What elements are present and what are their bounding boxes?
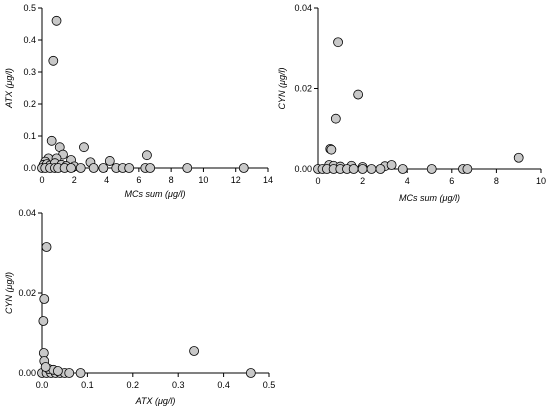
data-point (353, 89, 364, 100)
y-tick-label: 0.0 (23, 163, 36, 173)
x-tick-label: 0.1 (81, 380, 94, 390)
y-tick-label: 0.5 (23, 3, 36, 13)
data-point (40, 362, 51, 372)
data-point (426, 164, 437, 174)
data-point (51, 15, 62, 26)
x-tick-label: 14 (263, 175, 273, 185)
x-tick-label: 10 (198, 175, 208, 185)
x-axis-title: MCs sum (μg/l) (125, 189, 186, 199)
x-tick-label: 0 (39, 175, 44, 185)
y-tick-label: 0.04 (18, 208, 36, 218)
x-tick-label: 6 (136, 175, 141, 185)
data-point (48, 55, 59, 66)
data-point (189, 346, 199, 356)
y-axis-title: CYN (μg/l) (4, 272, 14, 314)
x-axis-title: MCs sum (μg/l) (399, 193, 460, 203)
scatter-panel-1: 0 2 4 6 8 10 12 14 0.0 0.1 0.2 0.3 0.4 0.5 MCs sum (μg… (4, 3, 273, 199)
y-tick-label: 0.3 (23, 67, 36, 77)
data-point (124, 163, 135, 173)
data-point (366, 164, 377, 174)
y-tick-label: 0.00 (294, 164, 312, 174)
data-point (66, 163, 76, 173)
y-tick-label: 0.02 (18, 288, 36, 298)
data-point (64, 368, 75, 378)
y-tick-label: 0.1 (23, 131, 36, 141)
data-point (375, 164, 386, 174)
data-point (238, 163, 249, 173)
x-tick-label: 0.5 (263, 380, 276, 390)
data-point (52, 366, 63, 376)
data-point (88, 163, 99, 173)
x-tick-label: 10 (536, 176, 546, 186)
data-point (75, 368, 86, 378)
y-tick-label: 0.00 (18, 368, 36, 378)
x-tick-label: 2 (72, 175, 77, 185)
y-tick-label: 0.2 (23, 99, 36, 109)
x-tick-label: 4 (104, 175, 109, 185)
data-point (182, 163, 193, 173)
data-point (79, 142, 89, 153)
x-tick-label: 0.2 (127, 380, 140, 390)
x-tick-label: 8 (494, 176, 499, 186)
x-tick-label: 2 (360, 176, 365, 186)
x-tick-label: 0.3 (172, 380, 185, 390)
y-axis-title: CYN (μg/l) (277, 68, 287, 110)
x-tick-label: 0.0 (36, 380, 49, 390)
data-point (326, 144, 337, 155)
data-point (357, 164, 368, 174)
x-tick-label: 12 (231, 175, 241, 185)
x-tick-label: 8 (169, 175, 174, 185)
data-point (75, 163, 86, 173)
data-point (462, 164, 473, 174)
data-point (386, 160, 397, 170)
data-point (513, 152, 524, 163)
y-axis-title: ATX (μg/l) (4, 68, 14, 109)
data-point (245, 368, 256, 378)
data-point (41, 242, 52, 252)
x-tick-label: 0.4 (217, 380, 230, 390)
data-point (348, 164, 359, 174)
x-tick-label: 0 (315, 176, 320, 186)
data-point (397, 164, 408, 174)
y-tick-label: 0.02 (294, 84, 312, 94)
scatter-panel-3: 0.0 0.1 0.2 0.3 0.4 0.5 0.00 0.02 0.04 ATX (μg/l)… (4, 208, 275, 406)
data-point (46, 135, 57, 146)
data-point (98, 163, 109, 173)
y-tick-label: 0.04 (294, 3, 312, 13)
scatter-panel-2: 0 2 4 6 8 10 0.00 0.02 0.04 MCs sum (μg/l) CYN (μg… (277, 3, 546, 203)
data-point (330, 113, 341, 124)
data-point (145, 163, 156, 173)
data-point (104, 156, 115, 166)
data-point (333, 37, 343, 48)
data-point (39, 294, 50, 304)
y-tick-label: 0.4 (23, 35, 36, 45)
x-tick-label: 6 (449, 176, 454, 186)
x-tick-label: 4 (405, 176, 410, 186)
data-point (142, 150, 152, 161)
x-axis-title: ATX (μg/l) (135, 396, 176, 406)
data-point (38, 316, 49, 326)
